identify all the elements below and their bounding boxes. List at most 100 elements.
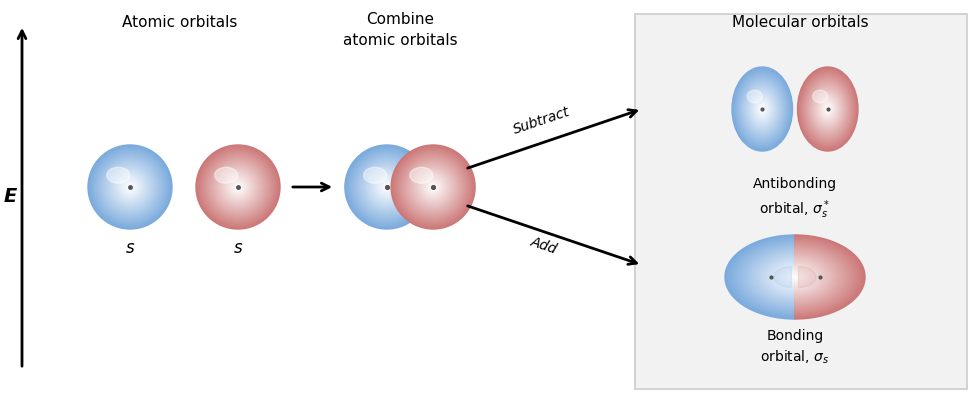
- Ellipse shape: [350, 150, 424, 224]
- Ellipse shape: [114, 171, 145, 203]
- Polygon shape: [755, 253, 795, 301]
- Polygon shape: [732, 239, 795, 315]
- Ellipse shape: [99, 156, 161, 218]
- Ellipse shape: [126, 183, 135, 191]
- Ellipse shape: [354, 154, 419, 220]
- Ellipse shape: [819, 97, 836, 121]
- Polygon shape: [795, 251, 838, 303]
- Ellipse shape: [406, 160, 460, 214]
- Ellipse shape: [413, 167, 453, 207]
- Ellipse shape: [218, 167, 258, 207]
- Ellipse shape: [91, 148, 169, 226]
- Text: s: s: [126, 239, 135, 257]
- Ellipse shape: [420, 174, 446, 200]
- Ellipse shape: [754, 97, 770, 121]
- Ellipse shape: [227, 177, 249, 197]
- Polygon shape: [795, 268, 811, 287]
- Ellipse shape: [197, 146, 279, 228]
- Polygon shape: [795, 255, 832, 299]
- Polygon shape: [795, 252, 837, 302]
- Polygon shape: [795, 269, 809, 285]
- Polygon shape: [795, 264, 816, 289]
- FancyBboxPatch shape: [635, 14, 967, 389]
- Polygon shape: [795, 256, 830, 298]
- Ellipse shape: [824, 104, 832, 114]
- Ellipse shape: [408, 162, 458, 212]
- Ellipse shape: [410, 167, 433, 183]
- Ellipse shape: [431, 185, 435, 189]
- Ellipse shape: [128, 185, 132, 189]
- Ellipse shape: [391, 145, 475, 229]
- Ellipse shape: [734, 70, 790, 148]
- Ellipse shape: [426, 180, 441, 195]
- Ellipse shape: [104, 162, 155, 212]
- Polygon shape: [795, 239, 858, 315]
- Ellipse shape: [392, 146, 474, 228]
- Ellipse shape: [359, 159, 415, 215]
- Ellipse shape: [747, 88, 777, 130]
- Text: Subtract: Subtract: [512, 105, 572, 137]
- Ellipse shape: [404, 158, 462, 216]
- Polygon shape: [795, 250, 840, 304]
- Ellipse shape: [102, 160, 157, 214]
- Ellipse shape: [232, 181, 245, 193]
- Ellipse shape: [370, 169, 405, 205]
- Polygon shape: [795, 271, 805, 283]
- Ellipse shape: [800, 71, 855, 147]
- Polygon shape: [752, 251, 795, 303]
- Polygon shape: [768, 261, 795, 293]
- Ellipse shape: [745, 85, 780, 133]
- Text: Atomic orbitals: Atomic orbitals: [122, 15, 238, 30]
- Ellipse shape: [97, 153, 164, 221]
- Ellipse shape: [95, 151, 166, 223]
- Ellipse shape: [229, 179, 247, 195]
- Ellipse shape: [736, 72, 789, 146]
- Polygon shape: [795, 237, 862, 317]
- Ellipse shape: [120, 177, 140, 197]
- Ellipse shape: [221, 170, 254, 204]
- Ellipse shape: [378, 179, 395, 195]
- Polygon shape: [795, 245, 849, 310]
- Ellipse shape: [211, 160, 265, 214]
- Ellipse shape: [199, 148, 277, 226]
- Ellipse shape: [742, 81, 783, 137]
- Ellipse shape: [394, 148, 472, 226]
- Polygon shape: [739, 243, 795, 310]
- Ellipse shape: [208, 156, 268, 218]
- Ellipse shape: [224, 173, 252, 200]
- Ellipse shape: [740, 79, 784, 139]
- Ellipse shape: [127, 184, 134, 190]
- Ellipse shape: [812, 90, 828, 103]
- Ellipse shape: [347, 147, 427, 227]
- Ellipse shape: [393, 147, 473, 227]
- Ellipse shape: [757, 100, 768, 118]
- Polygon shape: [795, 266, 812, 287]
- Ellipse shape: [93, 149, 168, 225]
- Ellipse shape: [739, 77, 786, 142]
- Ellipse shape: [219, 168, 256, 206]
- Ellipse shape: [207, 156, 269, 218]
- Polygon shape: [726, 236, 795, 318]
- Ellipse shape: [209, 158, 267, 216]
- Ellipse shape: [236, 185, 240, 189]
- Ellipse shape: [741, 80, 784, 139]
- Ellipse shape: [110, 167, 150, 207]
- Polygon shape: [795, 241, 854, 313]
- Ellipse shape: [101, 159, 158, 215]
- Ellipse shape: [756, 100, 769, 118]
- Ellipse shape: [363, 163, 411, 211]
- Ellipse shape: [212, 161, 264, 213]
- Polygon shape: [795, 262, 820, 292]
- Ellipse shape: [738, 75, 787, 143]
- Ellipse shape: [380, 181, 393, 193]
- Ellipse shape: [377, 177, 397, 197]
- Ellipse shape: [379, 180, 394, 195]
- Ellipse shape: [106, 167, 130, 183]
- Ellipse shape: [733, 68, 792, 150]
- Ellipse shape: [812, 88, 842, 130]
- Ellipse shape: [223, 172, 253, 202]
- Ellipse shape: [122, 179, 138, 195]
- Ellipse shape: [735, 71, 790, 147]
- Ellipse shape: [234, 183, 242, 191]
- Ellipse shape: [398, 151, 469, 223]
